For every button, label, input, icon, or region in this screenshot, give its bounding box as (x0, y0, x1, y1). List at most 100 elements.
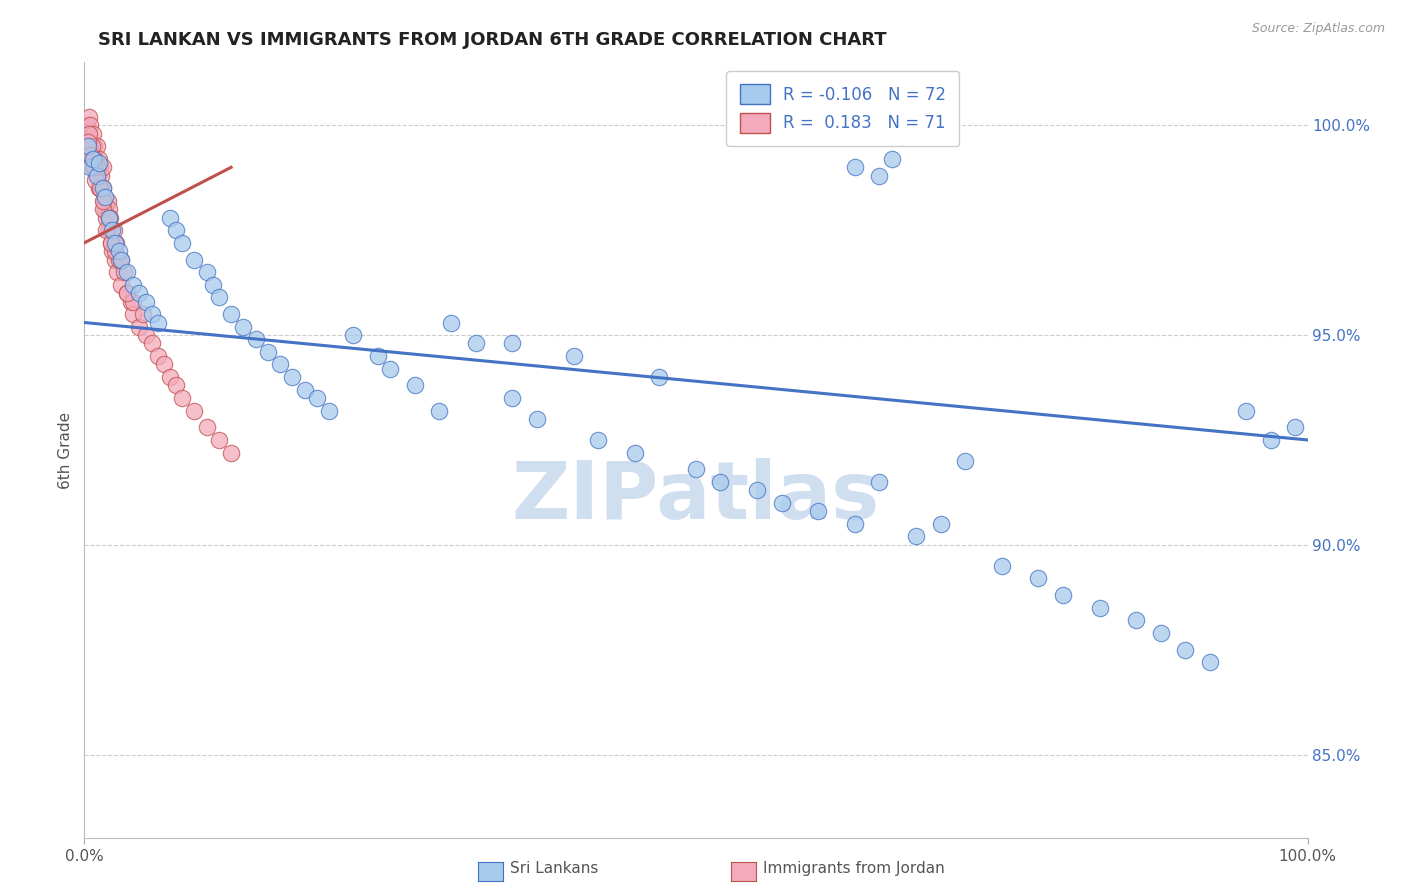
Point (89, 181, 111, 195)
Point (257, 344, 280, 359)
Point (159, 370, 181, 384)
Point (1125, 613, 1147, 627)
Point (91, 161, 114, 175)
Point (141, 307, 163, 321)
Point (77, 127, 100, 141)
Point (79, 147, 101, 161)
Point (97, 211, 120, 225)
Point (128, 286, 150, 301)
Point (195, 265, 218, 279)
Point (82, 127, 104, 141)
Point (104, 235, 127, 250)
Point (107, 244, 129, 259)
Point (1028, 571, 1050, 585)
Point (380, 361, 402, 376)
Point (84, 173, 107, 187)
Point (440, 316, 463, 330)
Point (77, 127, 100, 141)
Point (172, 391, 194, 405)
Point (201, 277, 224, 292)
Point (86, 161, 108, 175)
Point (79, 161, 101, 175)
Point (93, 194, 115, 208)
Point (165, 223, 187, 237)
Point (89, 161, 111, 175)
Point (562, 349, 585, 363)
Point (648, 370, 671, 384)
Point (76, 119, 98, 133)
Point (685, 462, 707, 476)
Point (80, 139, 103, 153)
Point (1198, 655, 1220, 669)
Point (929, 516, 952, 531)
Point (105, 265, 128, 279)
Point (104, 252, 127, 267)
Point (97, 194, 120, 208)
Point (103, 223, 125, 237)
Point (195, 420, 218, 434)
Point (141, 336, 163, 351)
Point (172, 235, 194, 250)
Point (101, 244, 124, 259)
Point (80, 152, 103, 166)
Point (82, 161, 104, 175)
Point (135, 328, 157, 343)
Point (83, 152, 105, 166)
Point (110, 252, 132, 267)
Point (183, 252, 205, 267)
Text: Source: ZipAtlas.com: Source: ZipAtlas.com (1251, 22, 1385, 36)
Point (91, 194, 114, 208)
Point (87, 156, 110, 170)
Point (281, 370, 304, 384)
Point (219, 307, 242, 321)
Point (79, 119, 101, 133)
Point (107, 252, 129, 267)
Point (245, 332, 267, 346)
Point (502, 391, 524, 405)
Point (132, 307, 155, 321)
Point (83, 161, 105, 175)
Point (342, 328, 364, 343)
Point (146, 349, 169, 363)
Point (100, 235, 122, 250)
Point (82, 152, 104, 166)
Point (96, 211, 118, 225)
Point (1284, 420, 1306, 434)
Point (122, 307, 145, 321)
Point (94, 202, 117, 217)
Point (94, 189, 117, 203)
Point (84, 152, 107, 166)
Point (464, 336, 486, 351)
Point (159, 211, 181, 225)
Y-axis label: 6th Grade: 6th Grade (58, 412, 73, 489)
Point (91, 181, 114, 195)
Point (112, 265, 135, 279)
Point (98, 211, 121, 225)
Point (104, 244, 127, 259)
Point (128, 319, 150, 334)
Point (1174, 642, 1197, 657)
Point (77, 139, 100, 153)
Point (165, 378, 187, 392)
Point (83, 139, 105, 153)
Point (77, 135, 100, 149)
Point (110, 252, 132, 267)
Point (869, 475, 891, 489)
Point (100, 235, 122, 250)
Point (318, 403, 340, 417)
Point (502, 336, 524, 351)
Text: SRI LANKAN VS IMMIGRANTS FROM JORDAN 6TH GRADE CORRELATION CHART: SRI LANKAN VS IMMIGRANTS FROM JORDAN 6TH… (98, 31, 887, 49)
Point (807, 504, 830, 518)
Point (105, 235, 128, 250)
Point (880, 152, 903, 166)
Point (232, 319, 254, 334)
Point (208, 433, 231, 447)
Point (586, 433, 609, 447)
Point (97, 202, 120, 217)
Point (183, 403, 205, 417)
Point (1088, 600, 1111, 615)
Point (709, 475, 731, 489)
Point (86, 161, 108, 175)
Point (86, 139, 108, 153)
Point (1236, 403, 1258, 417)
